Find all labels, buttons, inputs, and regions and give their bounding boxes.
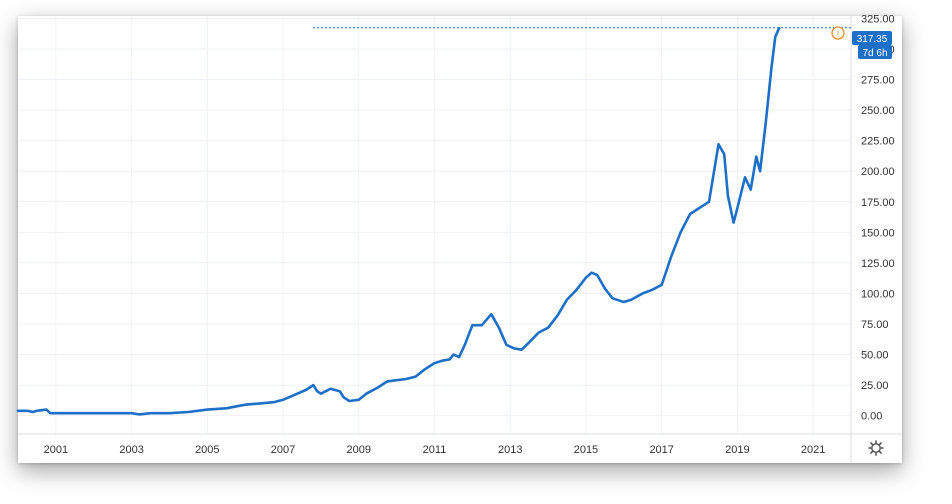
alert-icon[interactable]: !	[831, 26, 845, 40]
y-tick-label: 225.00	[861, 136, 895, 148]
countdown-label: 7d 6h	[862, 48, 887, 59]
countdown-badge-bg	[858, 45, 892, 59]
x-tick-label: 2005	[195, 444, 219, 456]
x-tick-label: 2009	[347, 444, 371, 456]
y-tick-label: 200.00	[861, 166, 895, 178]
y-tick-label: 325.00	[861, 13, 895, 25]
y-tick-label: 150.00	[861, 227, 895, 239]
svg-text:!: !	[837, 29, 840, 39]
y-tick-label: 100.00	[861, 288, 895, 300]
x-tick-label: 2011	[423, 444, 447, 456]
x-axis-ticks: 2001 2003 2005 2007 2009 2011 2013 2015 2017 2019…	[44, 444, 826, 456]
x-tick-label: 2019	[725, 444, 749, 456]
y-tick-label: 175.00	[861, 197, 895, 209]
y-tick-label: 75.00	[861, 319, 889, 331]
countdown-badge: 7d 6h	[858, 45, 892, 59]
x-tick-label: 2001	[44, 444, 68, 456]
x-tick-label: 2007	[271, 444, 295, 456]
y-tick-label: 125.00	[861, 258, 895, 270]
x-tick-label: 2015	[574, 444, 598, 456]
last-price-badge-bg	[852, 31, 892, 45]
y-tick-label: 50.00	[861, 350, 889, 362]
y-tick-label: 250.00	[861, 105, 895, 117]
x-tick-label: 2003	[119, 444, 143, 456]
series-line-price	[16, 26, 781, 416]
settings-gear-icon[interactable]	[868, 440, 884, 456]
y-tick-label: 25.00	[861, 380, 889, 392]
last-price-badge: 317.35	[852, 31, 892, 45]
y-tick-label: 0.00	[861, 411, 882, 423]
x-tick-label: 2017	[649, 444, 673, 456]
x-tick-label: 2013	[498, 444, 522, 456]
grid	[18, 16, 851, 434]
y-tick-label: 275.00	[861, 75, 895, 87]
y-axis-ticks: 0.00 25.00 50.00 75.00 100.00 125.00 150.00 175…	[861, 13, 895, 422]
chart-card	[18, 16, 902, 463]
last-price-label: 317.35	[857, 34, 888, 45]
x-tick-label: 2021	[801, 444, 825, 456]
